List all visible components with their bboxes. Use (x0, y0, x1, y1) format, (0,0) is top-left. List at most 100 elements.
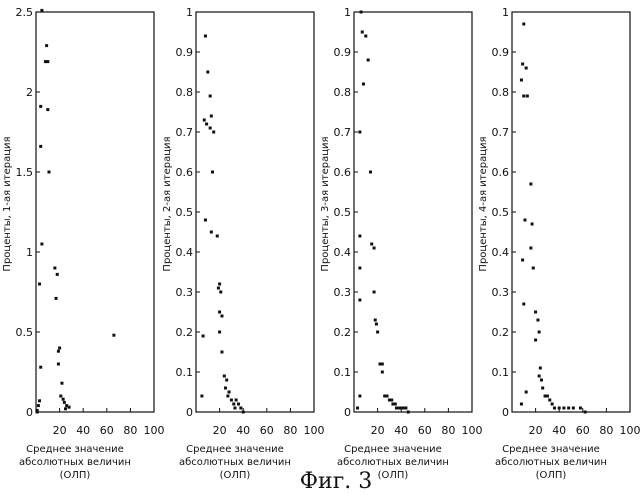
x-tick-label: 60 (100, 424, 114, 437)
data-point (112, 334, 115, 337)
figure-caption: Фиг. 3 (300, 469, 372, 494)
x-tick-label: 40 (394, 424, 408, 437)
y-tick-label: 0.8 (492, 86, 510, 99)
data-point (523, 219, 526, 222)
data-point (579, 407, 582, 410)
data-point (211, 171, 214, 174)
y-tick-label: 0.9 (176, 46, 194, 59)
data-point (36, 411, 39, 414)
y-axis-label: Проценты, 4-ая итерация (478, 136, 489, 271)
y-tick-label: 1 (26, 246, 33, 259)
y-tick-label: 1 (186, 6, 193, 19)
data-point (381, 363, 384, 366)
data-point (529, 247, 532, 250)
data-point (532, 267, 535, 270)
data-point (219, 291, 222, 294)
x-tick-label: 100 (620, 424, 641, 437)
data-point (220, 315, 223, 318)
data-point (200, 395, 203, 398)
data-point (361, 31, 364, 34)
x-tick-label: 40 (552, 424, 566, 437)
data-point (53, 267, 56, 270)
x-tick-label: 80 (123, 424, 137, 437)
data-point (522, 23, 525, 26)
y-tick-label: 0.4 (334, 246, 352, 259)
data-point (55, 297, 58, 300)
data-point (233, 407, 236, 410)
x-tick-label: 20 (529, 424, 543, 437)
data-point (358, 235, 361, 238)
data-point (373, 247, 376, 250)
data-point (223, 375, 226, 378)
data-point (59, 395, 62, 398)
y-tick-label: 1 (502, 6, 509, 19)
data-point (239, 407, 242, 410)
data-point (522, 95, 525, 98)
data-point (370, 243, 373, 246)
plot-frame (196, 12, 314, 412)
data-point (220, 351, 223, 354)
y-tick-label: 0.8 (334, 86, 352, 99)
data-point (536, 319, 539, 322)
data-point (534, 311, 537, 314)
data-point (230, 399, 233, 402)
y-tick-label: 0.9 (492, 46, 510, 59)
plot-frame (512, 12, 630, 412)
data-point (356, 407, 359, 410)
x-tick-label: 20 (53, 424, 67, 437)
data-point (381, 371, 384, 374)
x-tick-label: 100 (144, 424, 165, 437)
y-tick-label: 0.3 (492, 286, 510, 299)
data-point (367, 59, 370, 62)
data-point (531, 223, 534, 226)
data-point (38, 399, 41, 402)
y-tick-label: 0.5 (492, 206, 510, 219)
data-point (358, 267, 361, 270)
data-point (217, 287, 220, 290)
data-point (369, 171, 372, 174)
data-point (553, 407, 556, 410)
data-point (64, 407, 67, 410)
data-point (572, 407, 575, 410)
data-point (218, 331, 221, 334)
y-tick-label: 0.2 (334, 326, 352, 339)
data-point (47, 171, 50, 174)
data-point (212, 131, 215, 134)
x-tick-label: 60 (260, 424, 274, 437)
data-point (525, 67, 528, 70)
x-axis-label-line: Среднее значение (502, 444, 600, 455)
y-tick-label: 0.2 (176, 326, 194, 339)
y-axis-label: Проценты, 3-ая итерация (320, 136, 331, 271)
data-point (242, 411, 245, 414)
data-point (364, 35, 367, 38)
data-point (522, 303, 525, 306)
x-tick-label: 20 (371, 424, 385, 437)
y-axis-label: Проценты, 1-ая итерация (2, 136, 13, 271)
data-point (525, 391, 528, 394)
y-tick-label: 0.9 (334, 46, 352, 59)
x-axis-label-line: (ОЛП) (220, 470, 251, 481)
data-point (562, 407, 565, 410)
data-point (520, 79, 523, 82)
x-tick-label: 100 (462, 424, 483, 437)
data-point (39, 105, 42, 108)
data-point (235, 399, 238, 402)
data-point (57, 350, 60, 353)
y-tick-label: 0.6 (334, 166, 352, 179)
data-point (521, 63, 524, 66)
data-point (45, 44, 48, 47)
data-point (394, 403, 397, 406)
data-point (540, 379, 543, 382)
data-point (210, 115, 213, 118)
data-point (216, 235, 219, 238)
y-tick-label: 0.1 (176, 366, 194, 379)
data-point (226, 395, 229, 398)
y-tick-label: 0.5 (176, 206, 194, 219)
x-axis-label-line: Среднее значение (344, 444, 442, 455)
x-tick-label: 40 (76, 424, 90, 437)
y-tick-label: 0 (502, 406, 509, 419)
x-tick-label: 80 (599, 424, 613, 437)
plot-frame (36, 12, 154, 412)
plot-frame (354, 12, 472, 412)
data-point (62, 398, 65, 401)
